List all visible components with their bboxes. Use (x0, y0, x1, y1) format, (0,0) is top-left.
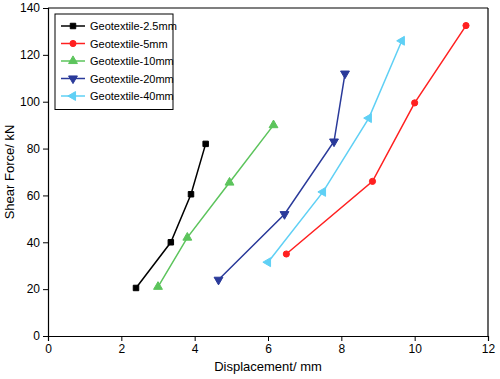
x-tick-label: 12 (482, 342, 496, 356)
y-tick: 40 (27, 236, 48, 250)
data-point (154, 282, 163, 290)
x-tick-label: 4 (192, 342, 199, 356)
x-tick-label: 0 (45, 342, 52, 356)
legend-marker (69, 76, 78, 84)
plot-area (133, 22, 469, 290)
series-line (158, 125, 274, 287)
x-tick: 6 (265, 336, 272, 356)
x-tick-mark (195, 336, 196, 341)
legend-marker (68, 92, 76, 101)
data-point (283, 251, 289, 257)
x-tick-label: 8 (338, 342, 345, 356)
x-tick-label: 6 (265, 342, 272, 356)
y-tick-mark (43, 55, 48, 56)
data-point (280, 212, 289, 220)
y-tick-mark (43, 195, 48, 196)
legend-label: Geotextile-5mm (90, 38, 168, 50)
x-tick: 8 (338, 336, 345, 356)
x-axis-title: Displacement/ mm (214, 359, 322, 374)
data-point (168, 240, 173, 245)
legend-label: Geotextile-40mm (90, 90, 174, 102)
x-tick: 10 (408, 336, 422, 356)
series-line (286, 26, 466, 254)
x-tick-mark (341, 336, 342, 341)
x-tick-label: 10 (408, 342, 422, 356)
frame-top (48, 7, 488, 8)
x-tick: 12 (482, 336, 496, 356)
y-tick-label: 80 (27, 142, 41, 156)
y-tick-mark (43, 242, 48, 243)
y-tick-mark (43, 8, 48, 9)
x-tick-mark (268, 336, 269, 341)
y-tick-mark (43, 149, 48, 150)
data-point (369, 178, 375, 184)
y-tick-label: 60 (27, 189, 41, 203)
plot: 024681012020406080100120140Geotextile-2.… (20, 1, 496, 355)
y-axis-line (43, 9, 49, 337)
x-axis-line (49, 337, 489, 342)
data-point (188, 192, 193, 197)
data-point (318, 187, 326, 196)
y-axis-title: Shear Force/ kN (2, 125, 17, 220)
legend-label: Geotextile-2.5mm (90, 20, 177, 32)
y-tick: 20 (27, 282, 48, 296)
y-tick-label: 0 (33, 329, 40, 343)
data-point (183, 232, 192, 240)
y-tick: 100 (20, 95, 48, 109)
y-tick: 120 (20, 48, 48, 62)
legend-marker (69, 56, 78, 64)
data-point (225, 177, 234, 185)
y-tick-label: 20 (27, 282, 41, 296)
y-tick-label: 120 (20, 48, 40, 62)
y-tick: 80 (27, 142, 48, 156)
data-point (214, 277, 223, 285)
data-point (263, 258, 271, 267)
x-tick: 4 (192, 336, 199, 356)
x-tick-label: 2 (118, 342, 125, 356)
y-tick-mark (43, 289, 48, 290)
x-axis: 0 2 4 6 8 10 12 (45, 336, 495, 356)
data-point (330, 139, 339, 147)
y-tick-label: 100 (20, 95, 40, 109)
legend: Geotextile-2.5mm Geotextile-5mm Geotextile… (55, 14, 177, 110)
series-line (268, 41, 402, 262)
chart: 024681012020406080100120140Geotextile-2.… (0, 0, 500, 379)
legend-label: Geotextile-10mm (90, 55, 174, 67)
y-tick-mark (43, 336, 48, 337)
y-tick-mark (43, 102, 48, 103)
x-tick-mark (121, 336, 122, 341)
data-point (412, 100, 418, 106)
data-point (463, 22, 469, 28)
series-line (219, 74, 346, 280)
data-point (364, 114, 372, 123)
x-tick: 2 (118, 336, 125, 356)
data-point (133, 285, 138, 290)
y-tick-label: 40 (27, 236, 41, 250)
data-point (397, 36, 405, 45)
data-point (341, 71, 350, 79)
x-tick: 0 (45, 336, 52, 356)
legend-label: Geotextile-20mm (90, 73, 174, 85)
y-tick-label: 140 (20, 1, 40, 15)
frame-right (487, 8, 488, 336)
legend-marker (70, 40, 76, 46)
x-tick-mark (415, 336, 416, 341)
data-point (203, 141, 208, 146)
legend-marker (70, 23, 75, 28)
x-tick-mark (488, 336, 489, 341)
y-axis: 0 20 40 60 80 100 120 140 (20, 1, 49, 343)
y-tick: 0 (33, 329, 48, 343)
y-tick: 140 (20, 1, 48, 15)
y-tick: 60 (27, 189, 48, 203)
data-point (269, 120, 278, 128)
